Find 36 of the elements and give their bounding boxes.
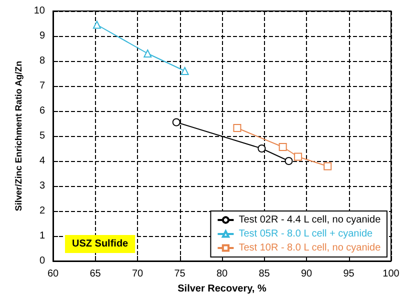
point [92, 20, 101, 29]
y-tick-label: 0 [39, 256, 46, 266]
point [258, 144, 266, 152]
y-tick-label: 6 [39, 106, 46, 116]
point [278, 143, 287, 151]
x-tick-label: 95 [343, 268, 355, 280]
point [233, 124, 242, 132]
x-tick-label: 75 [174, 268, 186, 280]
annotation: USZ Sulfide [72, 238, 129, 250]
y-axis-title: Silver/Zinc Enrichment Ratio Ag/Zn [13, 60, 24, 212]
legend-label: Test 02R - 4.4 L cell, no cyanide [238, 214, 382, 226]
y-tick-label: 5 [39, 130, 46, 142]
y-tick-label: 7 [39, 80, 46, 92]
point [172, 118, 180, 126]
y-tick-label: 8 [39, 56, 46, 66]
x-tick-label: 60 [47, 268, 59, 280]
x-tick-label: 90 [300, 268, 312, 280]
y-tick-label: 3 [39, 180, 46, 192]
y-tick-label: 2 [39, 206, 46, 216]
y-tick-label: 9 [39, 30, 46, 42]
point [324, 162, 332, 170]
y-tick-label: 1 [39, 230, 46, 242]
x-tick-label: 80 [216, 268, 228, 280]
point [294, 152, 302, 161]
x-axis-title: Silver Recovery, % [178, 283, 266, 294]
x-tick-label: 100 [382, 268, 400, 280]
x-tick-label: 85 [258, 268, 270, 280]
point [144, 50, 152, 58]
legend-label: Test 05R - 8.0 L cell + cyanide [238, 228, 374, 240]
point [180, 67, 189, 75]
legend-label: Test 10R - 8.0 L cell, no cyanide [238, 242, 382, 254]
y-tick-label: 4 [39, 156, 46, 166]
x-tick-label: 65 [90, 268, 102, 280]
y-tick-label: 10 [34, 6, 46, 16]
x-tick-label: 70 [132, 268, 144, 280]
point [284, 157, 293, 165]
